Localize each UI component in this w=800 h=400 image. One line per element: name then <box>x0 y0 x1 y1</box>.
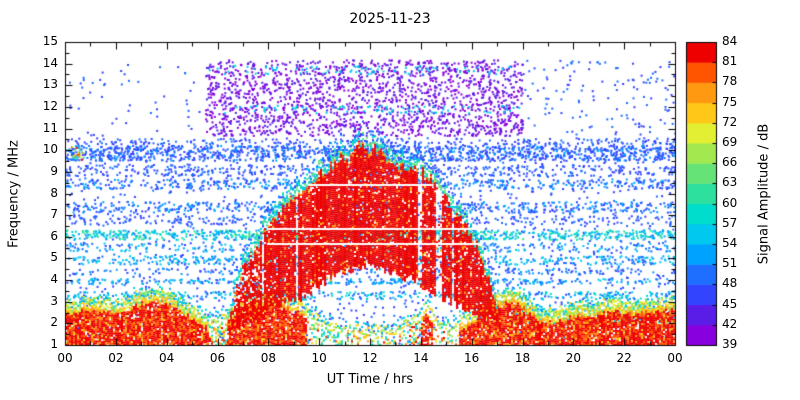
x-tick-label: 00 <box>57 351 73 365</box>
x-tick-label: 12 <box>362 351 378 365</box>
y-tick-label: 8 <box>50 185 58 200</box>
colorbar-label: Signal Amplitude / dB <box>756 123 772 265</box>
x-tick-label: 18 <box>514 351 531 365</box>
colorbar-tick-label: 66 <box>722 155 738 170</box>
colorbar-tick-label: 54 <box>722 236 738 250</box>
y-tick-label: 13 <box>42 77 58 92</box>
colorbar-tick-label: 39 <box>722 337 738 351</box>
y-tick-label: 10 <box>42 142 58 157</box>
y-tick-label: 3 <box>50 293 58 308</box>
x-tick-label: 00 <box>667 351 683 365</box>
colorbar-tick-label: 78 <box>722 74 738 89</box>
colorbar-tick-label: 84 <box>722 34 738 48</box>
x-axis-label: UT Time / hrs <box>326 372 414 387</box>
colorbar-tick-label: 81 <box>722 54 738 69</box>
x-tick-label: 06 <box>209 351 226 365</box>
x-tick-label: 14 <box>413 351 429 365</box>
y-tick-label: 12 <box>42 98 58 113</box>
colorbar-tick-label: 63 <box>722 175 738 190</box>
x-tick-label: 20 <box>565 351 581 365</box>
y-tick-label: 2 <box>50 315 58 330</box>
x-tick-label: 22 <box>616 351 632 365</box>
colorbar-tick-label: 48 <box>722 276 738 291</box>
y-tick-label: 5 <box>50 250 58 265</box>
colorbar-tick-label: 75 <box>722 94 738 109</box>
colorbar-tick-label: 51 <box>722 256 738 271</box>
y-tick-label: 15 <box>42 34 58 48</box>
colorbar-tick-label: 42 <box>722 316 738 331</box>
y-tick-label: 11 <box>42 120 58 135</box>
x-tick-label: 16 <box>464 351 480 365</box>
x-tick-label: 04 <box>159 351 175 365</box>
y-tick-label: 9 <box>50 163 58 178</box>
colorbar-tick-label: 45 <box>722 296 738 311</box>
y-tick-label: 6 <box>50 228 58 243</box>
colorbar-tick-label: 57 <box>722 215 738 230</box>
chart-title: 2025-11-23 <box>349 11 431 27</box>
x-tick-label: 08 <box>260 351 276 365</box>
y-tick-label: 1 <box>50 337 58 351</box>
x-tick-label: 10 <box>311 351 327 365</box>
y-tick-label: 4 <box>50 272 58 287</box>
y-tick-label: 14 <box>42 55 58 70</box>
colorbar-tick-label: 60 <box>722 195 738 210</box>
colorbar-tick-label: 69 <box>722 135 738 149</box>
x-tick-label: 02 <box>108 351 124 365</box>
colorbar-tick-label: 72 <box>722 114 738 129</box>
y-tick-label: 7 <box>50 207 58 222</box>
